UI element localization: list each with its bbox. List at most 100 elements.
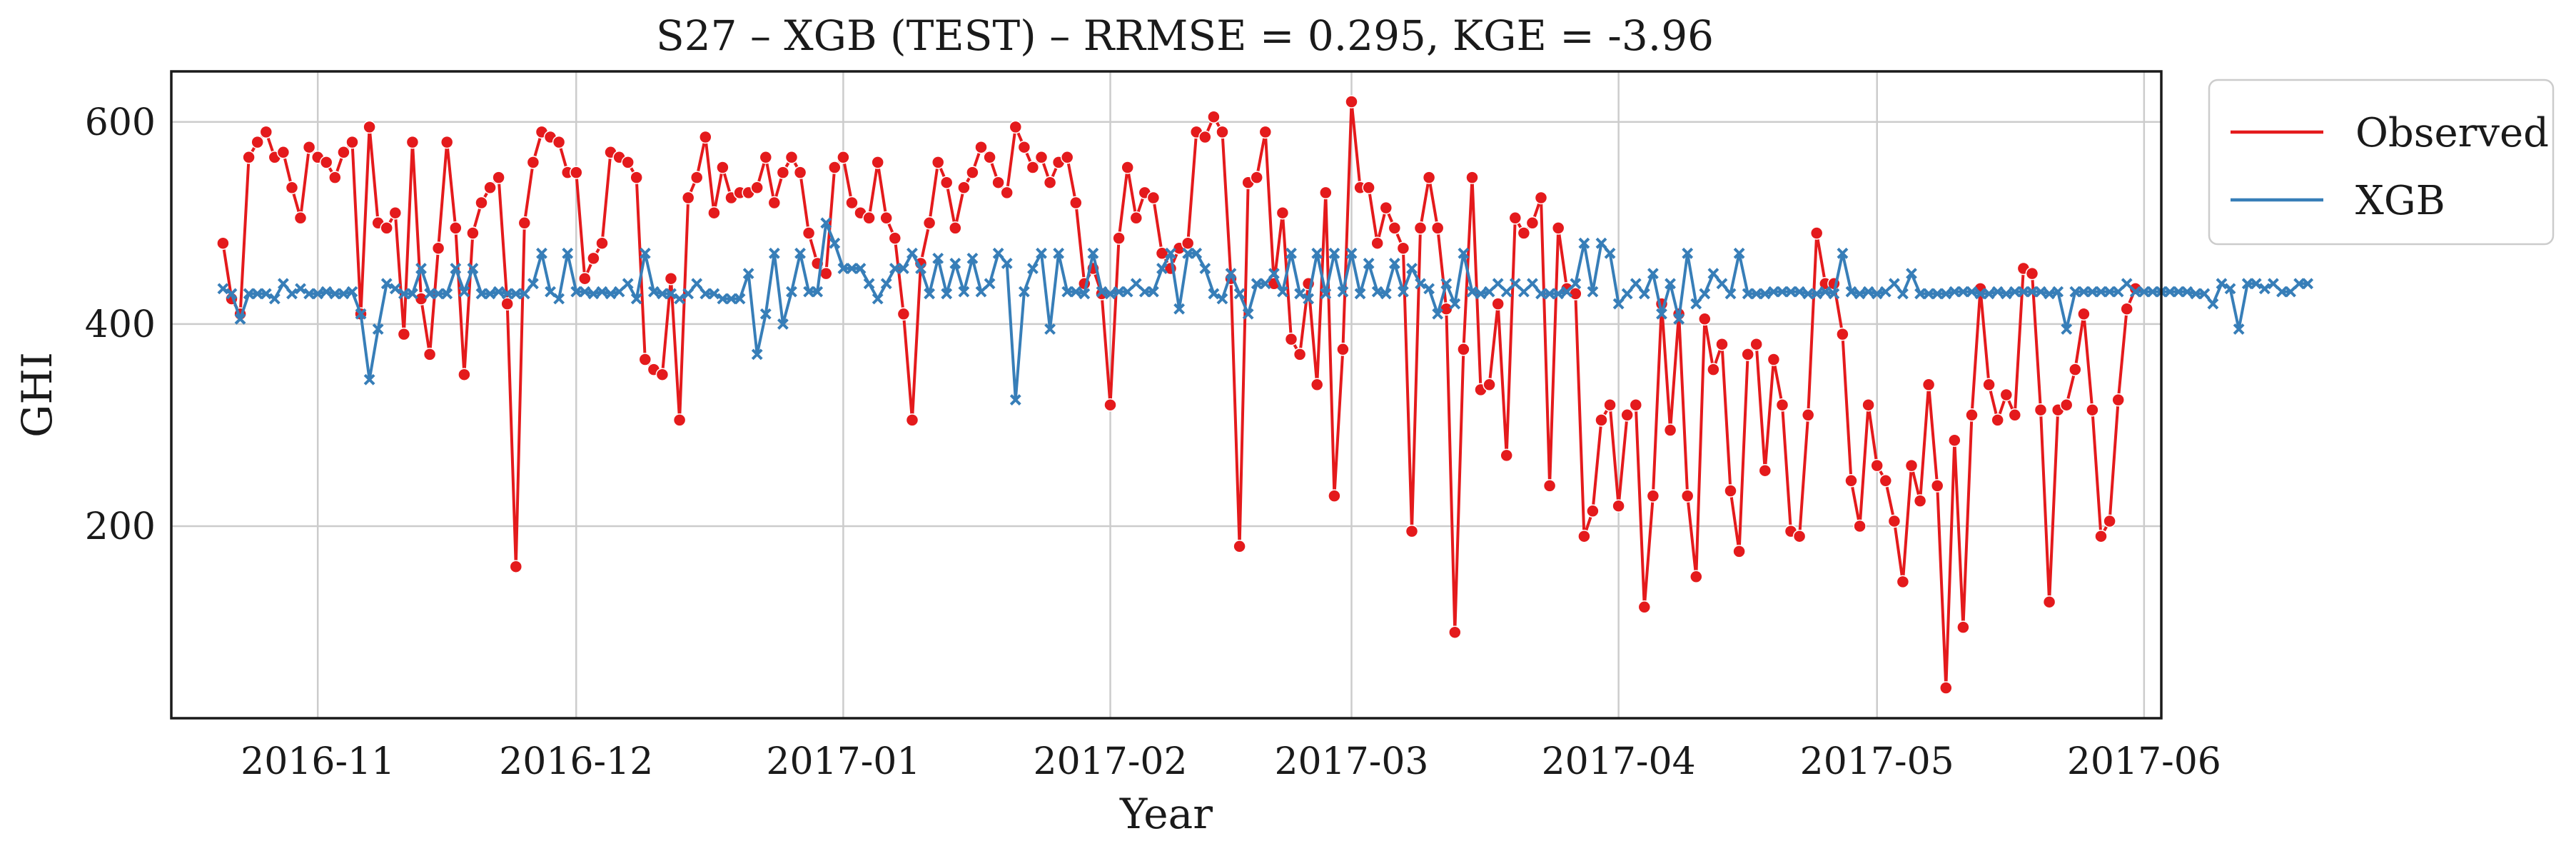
data-point: [1070, 286, 1082, 298]
data-point: [372, 323, 384, 335]
data-point: [1233, 288, 1246, 300]
plot-frame: [170, 70, 2163, 720]
y-axis: 200 400 600: [85, 101, 156, 548]
data-point: [346, 286, 358, 298]
series-observed: [216, 95, 2143, 695]
data-point: [1277, 286, 1288, 298]
data-point: [320, 286, 333, 298]
data-point: [820, 217, 832, 229]
data-point: [286, 288, 298, 300]
data-point: [1921, 378, 1936, 392]
legend: Observed XGB: [2208, 79, 2555, 246]
data-point: [407, 288, 418, 300]
data-point: [1216, 125, 1229, 139]
data-point: [433, 288, 445, 300]
data-point: [837, 263, 849, 274]
data-point: [1388, 258, 1400, 269]
data-point: [1458, 247, 1470, 259]
data-point: [1724, 288, 1737, 300]
data-point: [2008, 408, 2022, 422]
data-point: [2138, 286, 2150, 298]
data-point: [1577, 529, 1591, 543]
data-point: [1837, 247, 1849, 259]
data-point: [759, 308, 772, 320]
data-point: [777, 318, 789, 330]
data-point: [1680, 489, 1694, 503]
data-point: [975, 286, 987, 298]
data-point: [949, 258, 961, 269]
data-point: [1612, 499, 1625, 513]
data-point: [2077, 307, 2091, 321]
data-point: [759, 151, 773, 164]
data-point: [570, 286, 582, 298]
data-point: [1182, 247, 1194, 259]
data-point: [1121, 286, 1133, 298]
data-point: [1155, 246, 1169, 261]
data-point: [2181, 286, 2193, 298]
data-point: [1336, 343, 1350, 356]
data-point: [295, 283, 306, 295]
data-point: [1974, 288, 1986, 300]
data-point: [1699, 288, 1711, 300]
data-point: [1629, 398, 1643, 412]
data-point: [1483, 286, 1495, 298]
data-point: [1991, 286, 2004, 298]
data-point: [819, 266, 833, 281]
data-point: [2216, 278, 2228, 290]
data-point: [1406, 263, 1418, 274]
data-point: [974, 140, 988, 154]
data-point: [1370, 236, 1384, 250]
data-point: [707, 206, 721, 220]
data-point: [2207, 298, 2219, 310]
data-point: [1785, 286, 1797, 298]
data-point: [828, 161, 842, 174]
data-point: [1517, 226, 1531, 240]
data-point: [2224, 283, 2236, 295]
data-point: [983, 151, 996, 164]
data-point: [1104, 288, 1116, 300]
data-point: [1836, 327, 1849, 341]
data-point: [1767, 353, 1781, 366]
data-point: [329, 288, 341, 300]
data-point: [1026, 161, 1040, 174]
data-point: [579, 286, 591, 298]
data-point: [941, 288, 953, 300]
data-point: [2233, 323, 2245, 335]
data-point: [1758, 463, 1772, 478]
data-point: [1759, 288, 1771, 300]
data-point: [1508, 211, 1522, 225]
x-tick-label: 2016-12: [499, 740, 653, 783]
data-point: [2120, 302, 2133, 316]
data-point: [2078, 286, 2090, 298]
data-point: [1544, 288, 1555, 300]
data-point: [1948, 433, 1961, 447]
data-point: [1792, 529, 1807, 543]
data-point: [691, 278, 703, 290]
data-point: [924, 288, 936, 300]
x-tick-label: 2016-11: [241, 740, 395, 783]
data-point: [1492, 278, 1504, 290]
data-point: [1811, 288, 1823, 300]
chart-title: S27 – XGB (TEST) – RRMSE = 0.295, KGE = …: [656, 11, 1714, 60]
data-point: [768, 247, 780, 259]
data-point: [2069, 286, 2081, 298]
data-point: [1466, 286, 1478, 298]
data-point: [1362, 181, 1375, 195]
data-point: [2086, 286, 2098, 298]
data-point: [793, 166, 807, 179]
data-point: [1525, 216, 1540, 230]
data-point: [285, 181, 299, 195]
data-point: [854, 263, 867, 274]
data-point: [1715, 337, 1729, 351]
data-point: [639, 247, 651, 259]
data-point: [1465, 171, 1479, 184]
data-point: [1879, 286, 1891, 298]
data-point: [405, 135, 420, 149]
data-point: [1904, 458, 1919, 473]
data-point: [1630, 278, 1642, 290]
data-point: [1483, 378, 1496, 392]
data-point: [1982, 378, 1996, 392]
x-tick-label: 2017-01: [766, 740, 920, 783]
data-point: [1570, 278, 1582, 290]
